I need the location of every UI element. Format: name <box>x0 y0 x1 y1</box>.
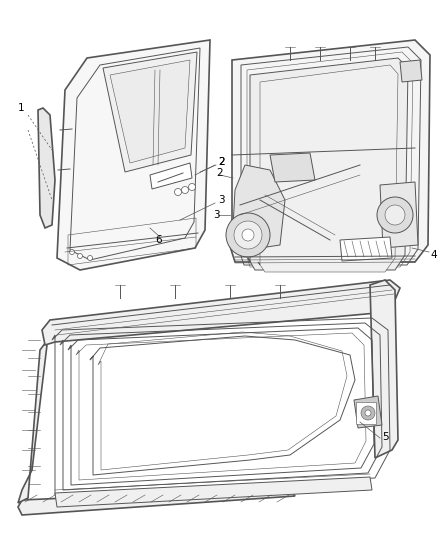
Polygon shape <box>18 320 55 503</box>
Polygon shape <box>258 65 398 272</box>
Polygon shape <box>110 60 190 163</box>
Polygon shape <box>150 163 192 189</box>
Polygon shape <box>18 488 295 515</box>
Text: 2: 2 <box>218 157 225 167</box>
Polygon shape <box>57 40 210 270</box>
Text: 5: 5 <box>382 432 389 442</box>
Circle shape <box>234 221 262 249</box>
Text: 2: 2 <box>216 168 223 178</box>
Polygon shape <box>270 153 315 182</box>
Text: 2: 2 <box>218 157 225 167</box>
Circle shape <box>188 183 195 190</box>
Text: 6: 6 <box>155 235 162 245</box>
Circle shape <box>385 205 405 225</box>
Circle shape <box>88 255 92 261</box>
Polygon shape <box>400 60 422 82</box>
Text: 1: 1 <box>18 103 25 113</box>
Polygon shape <box>232 165 285 248</box>
FancyBboxPatch shape <box>356 402 376 424</box>
Polygon shape <box>370 280 398 458</box>
Circle shape <box>242 229 254 241</box>
Polygon shape <box>354 396 382 428</box>
Polygon shape <box>42 280 400 345</box>
Circle shape <box>70 249 74 254</box>
Text: 3: 3 <box>218 195 225 205</box>
Text: 3: 3 <box>213 210 219 220</box>
Circle shape <box>174 189 181 196</box>
Polygon shape <box>55 477 372 507</box>
Circle shape <box>377 197 413 233</box>
Circle shape <box>181 187 188 193</box>
Polygon shape <box>248 58 408 270</box>
Polygon shape <box>340 237 392 261</box>
Circle shape <box>226 213 270 257</box>
Polygon shape <box>228 40 430 262</box>
Circle shape <box>78 254 82 259</box>
Circle shape <box>361 406 375 420</box>
Polygon shape <box>380 182 418 248</box>
Text: 4: 4 <box>430 250 437 260</box>
Circle shape <box>365 410 371 416</box>
Polygon shape <box>103 52 197 172</box>
Polygon shape <box>38 108 55 228</box>
